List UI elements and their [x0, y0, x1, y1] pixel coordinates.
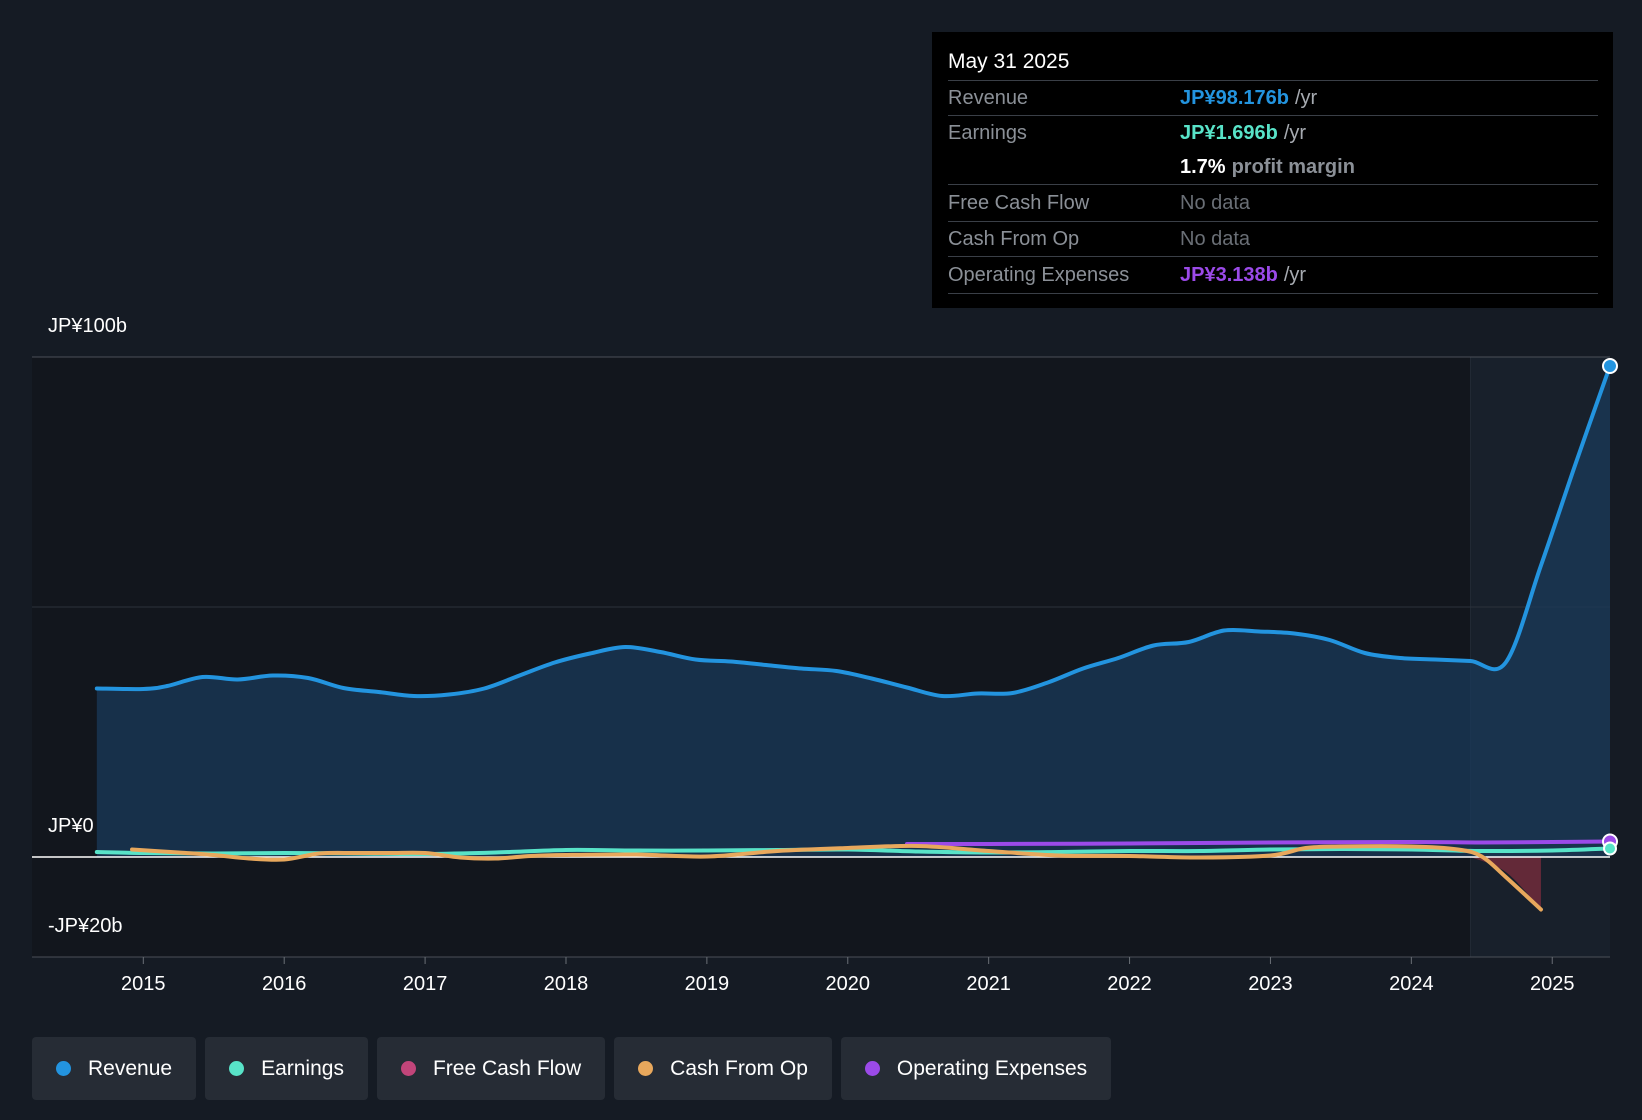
y-tick-label: -JP¥20b	[48, 915, 123, 937]
tooltip-value-fcf: No data	[1180, 192, 1251, 214]
earnings-end-point	[1603, 841, 1617, 856]
legend-free-cash-flow[interactable]: Free Cash Flow	[376, 1037, 606, 1100]
x-tick-label: 2018	[544, 973, 589, 995]
tooltip-label-revenue: Revenue	[948, 87, 1029, 109]
legend-dot-revenue	[56, 1061, 71, 1076]
tooltip-unit-opex: /yr	[1283, 264, 1307, 286]
tooltip-row-earnings: Earnings JP¥1.696b /yr	[948, 116, 1598, 150]
x-tick-label: 2024	[1389, 973, 1434, 995]
x-tick-label: 2025	[1530, 973, 1575, 995]
x-tick-label: 2019	[685, 973, 730, 995]
revenue-end-point	[1602, 358, 1618, 374]
tooltip-value-margin: 1.7%	[1180, 156, 1226, 178]
tooltip-label-fcf: Free Cash Flow	[948, 192, 1090, 214]
x-tick-label: 2015	[121, 973, 166, 995]
tooltip-row-cfo: Cash From Op No data	[948, 222, 1598, 257]
legend-dot-cash-from-op	[638, 1061, 654, 1076]
y-tick-label: JP¥0	[48, 815, 94, 837]
revenue-area	[96, 366, 1611, 857]
legend-label-revenue: Revenue	[88, 1056, 173, 1080]
legend-label-cash-from-op: Cash From Op	[670, 1056, 808, 1080]
legend-label-free-cash-flow: Free Cash Flow	[432, 1056, 582, 1080]
x-tick-label: 2016	[262, 973, 307, 995]
legend-earnings[interactable]: Earnings	[205, 1037, 368, 1100]
y-tick-label: JP¥100b	[48, 315, 127, 337]
legend-cash-from-op[interactable]: Cash From Op	[614, 1037, 832, 1100]
tooltip-label-cfo: Cash From Op	[948, 228, 1080, 250]
x-tick-label: 2017	[403, 973, 448, 995]
revenue-line	[94, 364, 1612, 699]
operating-expenses-line	[904, 839, 1612, 847]
tooltip-value-opex: JP¥3.138b	[1180, 264, 1278, 286]
tooltip-unit-revenue: /yr	[1294, 87, 1318, 109]
tooltip-row-margin: 1.7% profit margin	[948, 150, 1598, 185]
tooltip-row-fcf: Free Cash Flow No data	[948, 185, 1598, 222]
tooltip-row-revenue: Revenue JP¥98.176b /yr	[948, 81, 1598, 116]
tooltip-label-opex: Operating Expenses	[948, 264, 1130, 286]
tooltip-row-opex: Operating Expenses JP¥3.138b /yr	[948, 257, 1598, 294]
tooltip-value-revenue: JP¥98.176b	[1180, 87, 1289, 109]
tooltip-unit-margin: profit margin	[1231, 156, 1355, 178]
tooltip-label-earnings: Earnings	[948, 122, 1027, 144]
legend-label-operating-expenses: Operating Expenses	[896, 1056, 1088, 1080]
tooltip-value-cfo: No data	[1180, 228, 1251, 250]
chart-legend: Revenue Earnings Free Cash Flow Cash Fro…	[32, 1037, 1112, 1100]
free-cash-flow-area	[1470, 857, 1541, 910]
legend-revenue[interactable]: Revenue	[32, 1037, 197, 1100]
tooltip-value-earnings: JP¥1.696b	[1180, 122, 1278, 144]
x-tick-label: 2023	[1248, 973, 1293, 995]
cash-from-op-line	[130, 843, 1543, 912]
x-tick-label: 2021	[966, 973, 1011, 995]
data-tooltip: May 31 2025 Revenue JP¥98.176b /yr Earni…	[932, 32, 1613, 308]
legend-operating-expenses[interactable]: Operating Expenses	[840, 1037, 1112, 1100]
tooltip-date: May 31 2025	[948, 46, 1598, 81]
legend-dot-earnings	[229, 1061, 245, 1076]
legend-label-earnings: Earnings	[261, 1056, 344, 1080]
tooltip-unit-earnings: /yr	[1283, 122, 1307, 144]
legend-dot-free-cash-flow	[400, 1061, 416, 1076]
legend-dot-operating-expenses	[864, 1061, 880, 1076]
x-tick-label: 2022	[1107, 973, 1152, 995]
x-tick-label: 2020	[826, 973, 871, 995]
